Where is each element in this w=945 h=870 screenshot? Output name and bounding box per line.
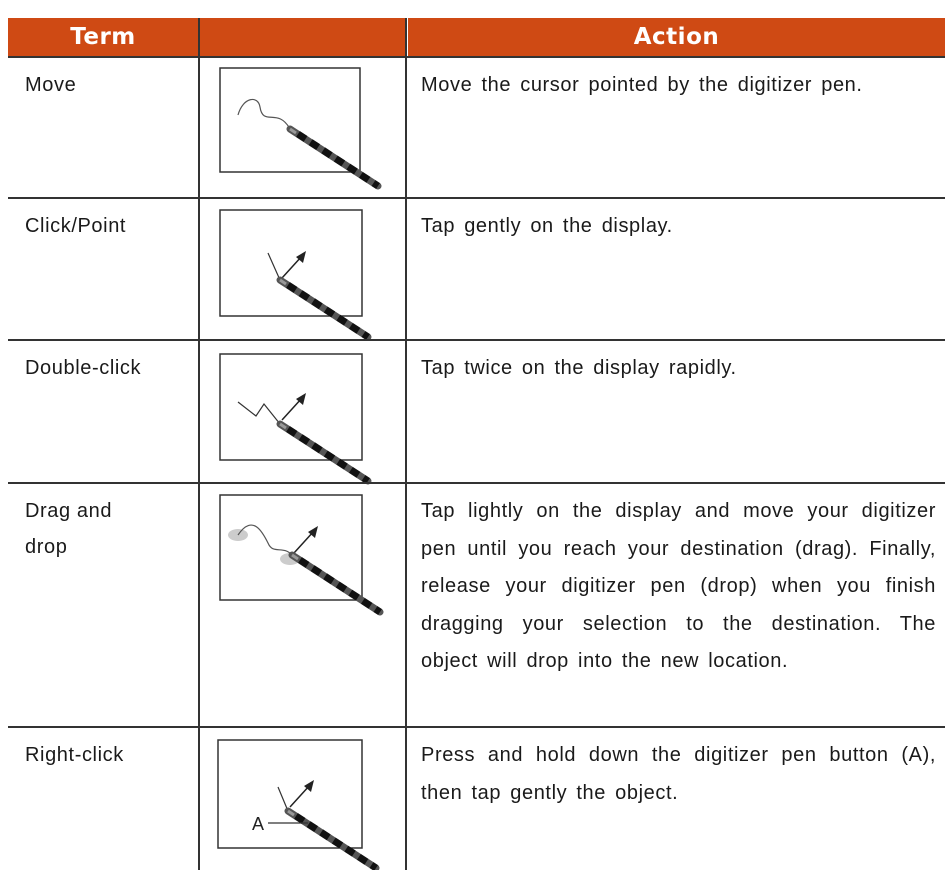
pen-tip: [279, 422, 287, 430]
term-cell: Click/Point: [25, 215, 127, 237]
arrow: [289, 784, 311, 808]
illustration: [219, 353, 372, 485]
term-cell: Right-click: [25, 744, 124, 766]
arrow-head: [304, 780, 314, 792]
header-cell: [200, 18, 406, 57]
illustration: [219, 209, 372, 341]
row-border: [8, 482, 945, 484]
header-cell: [8, 18, 198, 57]
header-term: Term: [70, 24, 136, 50]
screen: [219, 353, 363, 461]
header-action: Action: [633, 24, 720, 50]
pen-tip: [289, 127, 297, 135]
row-border: [8, 197, 945, 199]
pen-tip: [287, 809, 295, 817]
pen-stripes: [286, 282, 370, 340]
illustration: [219, 494, 384, 616]
trail: [267, 252, 281, 281]
row-border: [8, 56, 945, 58]
screen: [217, 739, 363, 849]
arrow: [281, 255, 303, 279]
action-cell: Press and hold down the digitizer pen bu…: [421, 744, 936, 804]
action-cell: Tap gently on the display.: [421, 215, 673, 237]
illustration: A: [217, 739, 380, 870]
screen: [219, 494, 363, 601]
trail: [277, 786, 289, 812]
illustration: [219, 67, 382, 190]
pen-tip: [291, 553, 299, 561]
pen-stripes: [294, 813, 378, 870]
arrow-head: [308, 526, 318, 538]
trail: [237, 401, 281, 425]
action-cell: Tap lightly on the display and move your…: [421, 500, 936, 672]
button-label: A: [252, 814, 264, 834]
row-border: [8, 339, 945, 341]
row-border: [8, 726, 945, 728]
screen: [219, 209, 363, 317]
pen-stripes: [298, 557, 382, 615]
pen-tip: [279, 278, 287, 286]
arrow: [293, 530, 315, 554]
action-cell: Tap twice on the display rapidly.: [421, 357, 737, 379]
trail: [237, 98, 291, 130]
pen-stripes: [286, 426, 370, 484]
action-cell: Move the cursor pointed by the digitizer…: [421, 74, 863, 96]
pen-stripes: [296, 131, 380, 189]
trail: [237, 524, 293, 556]
arrow-head: [296, 393, 306, 405]
column-border: [198, 18, 200, 870]
term-cell: Double-click: [25, 357, 142, 379]
arrow: [281, 397, 303, 421]
column-border: [405, 18, 407, 870]
arrow-head: [296, 251, 306, 263]
term-cell: Drag and drop: [25, 500, 113, 558]
header-cell: [408, 18, 945, 57]
term-cell: Move: [25, 74, 77, 96]
screen: [219, 67, 361, 173]
